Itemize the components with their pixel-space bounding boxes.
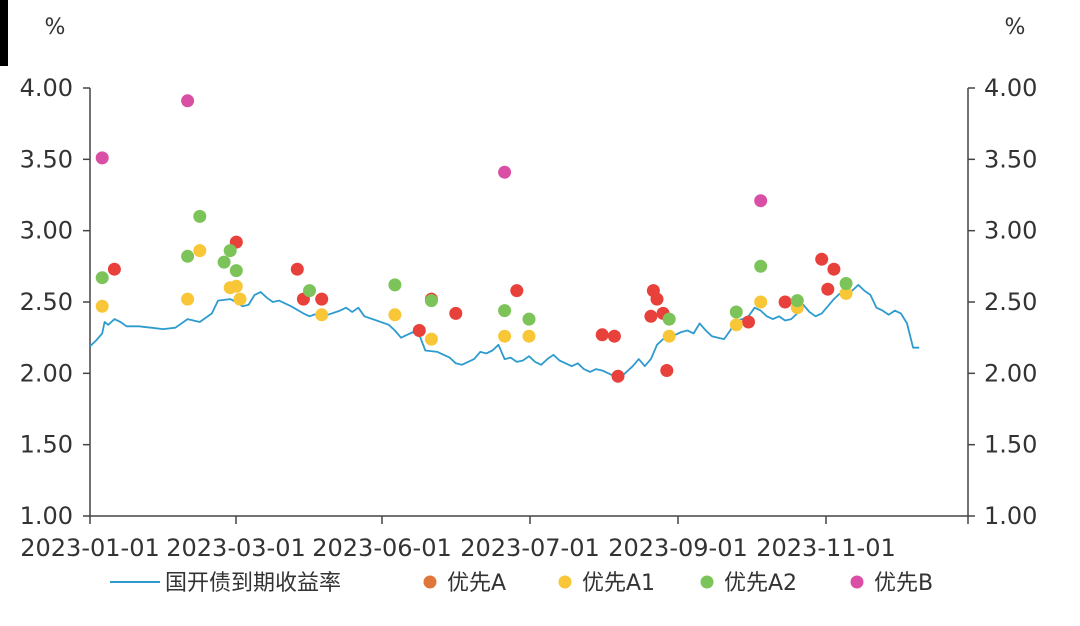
scatter-point-series-0 — [611, 369, 625, 383]
legend-swatch-dot — [700, 575, 714, 589]
legend-label: 国开债到期收益率 — [165, 571, 341, 596]
scatter-point-series-2 — [229, 264, 243, 278]
axes: % % 1.00 1.00 1.50 1.50 2.00 2.00 2.50 2.50 3.00 3.… — [20, 15, 1038, 562]
scatter-point-series-2 — [217, 255, 231, 269]
scatter-point-series-2 — [522, 312, 536, 326]
legend-label: 优先A1 — [582, 571, 655, 596]
left-y-tick-label: 3.50 — [20, 145, 73, 173]
x-tick-label: 2023-01-01 — [20, 534, 159, 562]
left-y-tick-label: 2.00 — [20, 359, 73, 387]
left-y-tick-label: 4.00 — [20, 74, 73, 102]
scatter-point-series-2 — [754, 259, 768, 273]
scatter-points-layer — [95, 94, 853, 383]
x-tick-label: 2023-07-01 — [460, 534, 599, 562]
legend-swatch-dot — [558, 575, 572, 589]
scatter-point-series-0 — [315, 292, 329, 306]
scatter-point-series-0 — [607, 329, 621, 343]
scatter-point-series-1 — [729, 318, 743, 332]
x-tick-label: 2023-09-01 — [608, 534, 747, 562]
legend-swatch-dot — [850, 575, 864, 589]
scatter-point-series-0 — [821, 282, 835, 296]
scatter-point-series-1 — [181, 292, 195, 306]
scatter-point-series-2 — [729, 305, 743, 319]
corner-black-block — [0, 0, 8, 66]
yield-line — [89, 284, 920, 379]
right-y-tick-label: 2.50 — [984, 288, 1037, 316]
right-y-tick-label: 1.00 — [984, 502, 1037, 530]
left-y-tick-label: 1.50 — [20, 431, 73, 459]
legend-swatch-dot — [423, 575, 437, 589]
scatter-point-series-2 — [193, 209, 207, 223]
right-y-tick-label: 3.00 — [984, 217, 1037, 245]
legend-label: 优先B — [874, 571, 933, 596]
scatter-point-series-1 — [229, 279, 243, 293]
left-unit-label: % — [45, 15, 66, 40]
right-y-tick-label: 2.00 — [984, 359, 1037, 387]
scatter-point-series-3 — [181, 94, 195, 108]
scatter-point-series-2 — [498, 304, 512, 318]
legend: 国开债到期收益率 优先A 优先A1 优先A2 优先B — [110, 571, 933, 596]
right-y-tick-label: 1.50 — [984, 431, 1037, 459]
left-y-tick-label: 1.00 — [20, 502, 73, 530]
scatter-point-series-2 — [303, 284, 316, 298]
scatter-point-series-0 — [290, 262, 304, 276]
scatter-point-series-1 — [193, 244, 207, 258]
scatter-point-series-0 — [742, 315, 755, 329]
scatter-point-series-3 — [754, 194, 768, 208]
scatter-point-series-0 — [595, 328, 609, 342]
left-y-tick-label: 3.00 — [20, 217, 73, 245]
scatter-point-series-0 — [412, 324, 426, 337]
scatter-point-series-0 — [660, 364, 674, 377]
right-y-tick-label: 3.50 — [984, 145, 1037, 173]
scatter-point-series-0 — [815, 252, 829, 266]
scatter-point-series-1 — [233, 292, 247, 306]
scatter-point-series-1 — [522, 329, 536, 343]
legend-label: 优先A2 — [724, 571, 797, 596]
scatter-point-series-2 — [662, 312, 676, 326]
scatter-point-series-3 — [95, 151, 109, 165]
scatter-point-series-3 — [498, 165, 512, 179]
scatter-point-series-0 — [650, 292, 664, 306]
x-tick-label: 2023-03-01 — [166, 534, 305, 562]
scatter-point-series-1 — [839, 286, 853, 300]
x-tick-label: 2023-06-01 — [312, 534, 451, 562]
scatter-point-series-0 — [449, 306, 463, 320]
scatter-point-series-2 — [388, 278, 402, 292]
right-y-tick-label: 4.00 — [984, 74, 1037, 102]
scatter-point-series-1 — [498, 329, 512, 343]
scatter-point-series-2 — [181, 249, 195, 263]
scatter-point-series-1 — [754, 295, 768, 309]
left-y-tick-label: 2.50 — [20, 288, 73, 316]
x-tick-label: 2023-11-01 — [756, 534, 895, 562]
scatter-point-series-2 — [790, 294, 804, 308]
scatter-point-series-2 — [223, 244, 237, 258]
scatter-point-series-1 — [388, 308, 402, 322]
scatter-point-series-0 — [510, 284, 524, 298]
scatter-point-series-1 — [662, 329, 676, 343]
scatter-point-series-2 — [95, 271, 109, 285]
scatter-point-series-0 — [107, 262, 121, 276]
scatter-point-series-2 — [839, 277, 853, 290]
scatter-point-series-1 — [315, 308, 329, 322]
scatter-point-series-0 — [778, 295, 792, 309]
yield-line-layer — [89, 284, 920, 379]
scatter-point-series-1 — [424, 332, 438, 346]
scatter-point-series-2 — [424, 294, 438, 308]
scatter-point-series-0 — [644, 309, 658, 323]
right-unit-label: % — [1005, 15, 1026, 40]
legend-label: 优先A — [447, 571, 506, 596]
scatter-point-series-1 — [95, 299, 109, 313]
scatter-point-series-0 — [827, 262, 841, 276]
